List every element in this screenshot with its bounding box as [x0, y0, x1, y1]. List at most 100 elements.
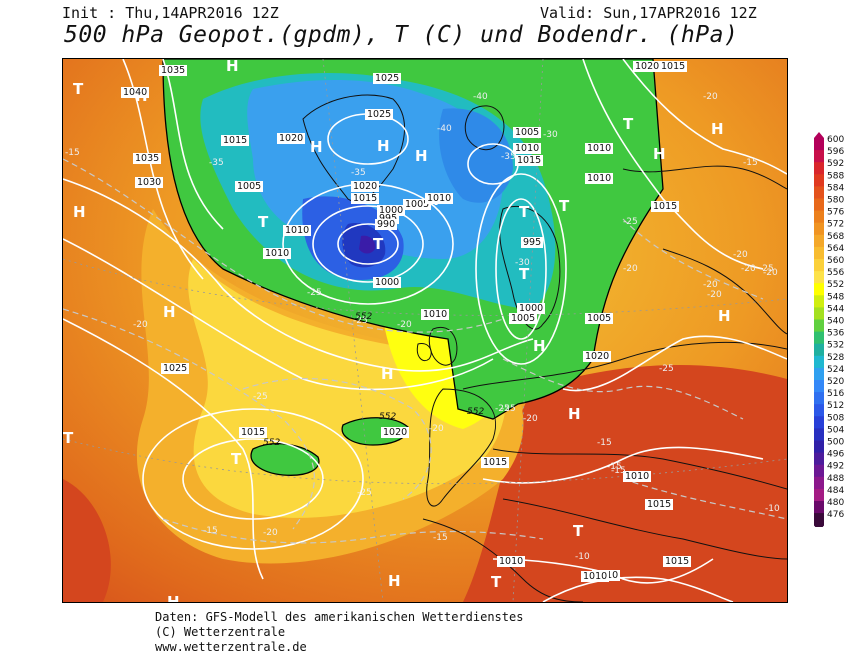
- legend-arrow-down: [814, 525, 824, 527]
- isobar-label: 1010: [421, 309, 449, 320]
- isobar-label: 1030: [135, 177, 163, 188]
- legend-label: 588: [827, 171, 844, 181]
- isotherm-label: -30: [515, 258, 530, 268]
- svg-text:1010: 1010: [423, 309, 447, 320]
- high-pressure-label: H: [73, 203, 86, 221]
- isotherm-label: -25: [659, 364, 674, 374]
- isobar-label: 1025: [373, 73, 401, 84]
- isotherm-label: -20: [741, 264, 756, 274]
- isobar-label: 1010: [283, 225, 311, 236]
- isobar-label: 990: [375, 219, 397, 230]
- geopotential-label: 552: [379, 412, 396, 422]
- isobar-label: 1000: [373, 277, 401, 288]
- legend-swatch: [814, 501, 824, 514]
- low-pressure-label: T: [623, 115, 634, 133]
- isotherm-label: -25: [623, 217, 638, 227]
- geopotential-label: 552: [263, 438, 280, 448]
- legend-label: 572: [827, 220, 844, 230]
- legend-swatch: [814, 343, 824, 357]
- legend-swatch: [814, 246, 824, 260]
- isobar-label: 1010: [497, 556, 525, 567]
- legend-swatch: [814, 440, 824, 454]
- svg-text:1010: 1010: [499, 556, 523, 567]
- isotherm-label: -35: [501, 152, 516, 162]
- svg-text:1000: 1000: [379, 205, 403, 216]
- isotherm-label: -15: [203, 526, 218, 536]
- svg-text:1010: 1010: [427, 193, 451, 204]
- legend-label: 480: [827, 498, 844, 508]
- low-pressure-label: T: [63, 429, 74, 447]
- legend-label: 500: [827, 438, 844, 448]
- isobar-label: 1035: [159, 65, 187, 76]
- isobar-label: 1015: [481, 457, 509, 468]
- legend-label: 536: [827, 329, 844, 339]
- isotherm-label: -25: [307, 288, 322, 298]
- isotherm-label: -35: [351, 168, 366, 178]
- svg-text:1020: 1020: [353, 181, 377, 192]
- legend-label: 488: [827, 474, 844, 484]
- svg-text:1035: 1035: [135, 153, 159, 164]
- svg-text:1010: 1010: [265, 248, 289, 259]
- credits-copyright: (C) Wetterzentrale: [155, 625, 286, 639]
- field-green-cutoff-west: [250, 443, 320, 476]
- legend-swatch: [814, 416, 824, 429]
- isotherm-label: -10: [765, 504, 780, 514]
- legend-label: 548: [827, 292, 844, 302]
- high-pressure-label: H: [381, 365, 394, 383]
- isotherm-label: -25: [353, 316, 368, 326]
- low-pressure-label: T: [231, 450, 242, 468]
- isobar-label: 1005: [235, 181, 263, 192]
- legend-label: 576: [827, 208, 844, 218]
- legend-swatch: [814, 307, 824, 320]
- legend-swatch: [814, 476, 824, 490]
- legend-swatch: [814, 150, 824, 163]
- isotherm-label: -10: [575, 552, 590, 562]
- isotherm-label: -15: [611, 466, 626, 476]
- svg-text:1015: 1015: [665, 556, 689, 567]
- isobar-label: 1010: [623, 471, 651, 482]
- isotherm-label: -20: [263, 528, 278, 538]
- field-red-southwest: [63, 479, 111, 602]
- isobar-label: 1015: [515, 155, 543, 166]
- isobar-label: 1015: [645, 499, 673, 510]
- legend-swatch: [814, 162, 824, 175]
- svg-text:1015: 1015: [223, 135, 247, 146]
- legend-label: 476: [827, 510, 844, 520]
- isobar-label: 1040: [121, 87, 149, 98]
- legend-label: 556: [827, 268, 844, 278]
- isobar-label: 1015: [221, 135, 249, 146]
- isobar-label: 1005: [513, 127, 541, 138]
- svg-text:1015: 1015: [353, 193, 377, 204]
- isobar-label: 1000: [517, 303, 545, 314]
- legend-swatch: [814, 355, 824, 369]
- low-pressure-label: T: [519, 265, 530, 283]
- svg-text:1020: 1020: [383, 427, 407, 438]
- legend-label: 600: [827, 135, 844, 145]
- legend-swatch: [814, 259, 824, 272]
- high-pressure-label: H: [388, 572, 401, 590]
- isobar-label: 1005: [585, 313, 613, 324]
- low-pressure-label: T: [519, 203, 530, 221]
- isobar-label: 1020: [583, 351, 611, 362]
- isotherm-label: -20: [623, 264, 638, 274]
- svg-text:1000: 1000: [519, 303, 543, 314]
- svg-text:1015: 1015: [661, 61, 685, 72]
- svg-text:1015: 1015: [517, 155, 541, 166]
- isotherm-label: -25: [357, 488, 372, 498]
- svg-text:995: 995: [523, 237, 541, 248]
- legend-label: 592: [827, 159, 844, 169]
- isobar-label: 1000: [377, 205, 405, 216]
- legend-label: 560: [827, 256, 844, 266]
- isobar-label: 1025: [365, 109, 393, 120]
- high-pressure-label: H: [310, 138, 323, 156]
- isotherm-label: -20: [703, 92, 718, 102]
- high-pressure-label: H: [718, 307, 731, 325]
- isobar-label: 1010: [263, 248, 291, 259]
- latlon-grid: [63, 59, 787, 602]
- svg-text:1040: 1040: [123, 87, 147, 98]
- field-violet-core: [359, 235, 376, 254]
- svg-text:1010: 1010: [285, 225, 309, 236]
- legend-label: 496: [827, 450, 844, 460]
- legend-swatch: [814, 271, 824, 284]
- legend-label: 516: [827, 389, 844, 399]
